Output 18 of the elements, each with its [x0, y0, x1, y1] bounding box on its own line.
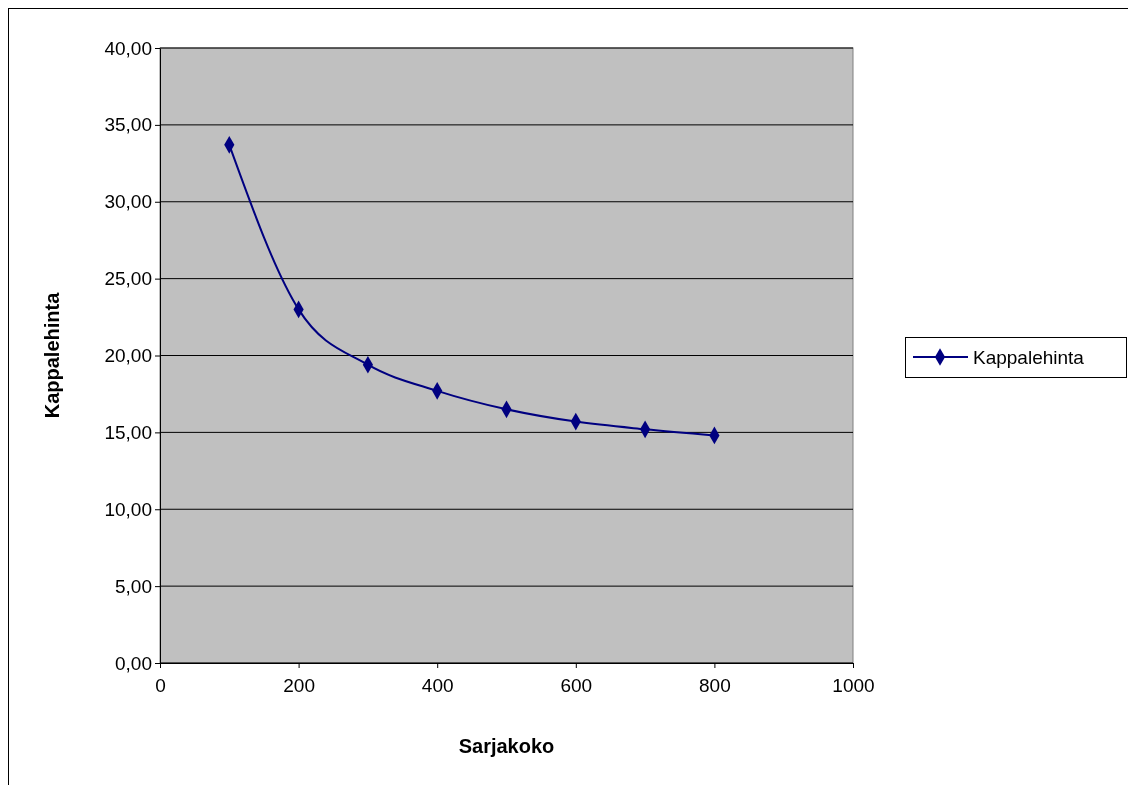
x-tick-label: 600: [560, 674, 593, 696]
legend-label: Kappalehinta: [973, 347, 1085, 368]
x-axis-title: Sarjakoko: [458, 735, 555, 757]
x-tick-label: 400: [421, 674, 454, 696]
x-tick-label: 1000: [832, 674, 875, 696]
y-tick-label: 0,00: [115, 652, 152, 674]
y-tick-label: 20,00: [104, 345, 152, 367]
y-tick-label: 40,00: [104, 37, 152, 59]
y-axis-title: Kappalehinta: [41, 291, 63, 419]
y-tick-label: 5,00: [115, 575, 152, 597]
y-tick-label: 10,00: [104, 498, 152, 520]
y-tick-label: 30,00: [104, 191, 152, 213]
y-tick-label: 35,00: [104, 114, 152, 136]
y-tick-label: 15,00: [104, 421, 152, 443]
x-tick-label: 200: [283, 674, 315, 696]
x-tick-label: 800: [699, 674, 731, 696]
y-tick-label: 25,00: [104, 268, 152, 290]
x-tick-label: 0: [155, 674, 166, 696]
